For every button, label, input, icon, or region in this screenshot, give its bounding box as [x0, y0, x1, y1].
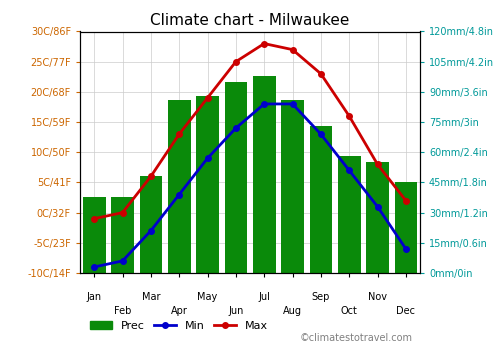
Max — [290, 48, 296, 52]
Bar — [338, 156, 360, 273]
Min — [148, 229, 154, 233]
Min — [176, 193, 182, 197]
Max — [204, 96, 210, 100]
Text: Sep: Sep — [312, 293, 330, 302]
Text: Jun: Jun — [228, 306, 244, 316]
Title: Climate chart - Milwaukee: Climate chart - Milwaukee — [150, 13, 350, 28]
Max — [374, 162, 380, 166]
Text: ©climatestotravel.com: ©climatestotravel.com — [300, 333, 413, 343]
Min — [346, 168, 352, 173]
Text: Aug: Aug — [283, 306, 302, 316]
Max — [91, 217, 97, 221]
Text: Nov: Nov — [368, 293, 387, 302]
Bar — [394, 182, 417, 273]
Text: May: May — [198, 293, 218, 302]
Text: Oct: Oct — [340, 306, 357, 316]
Min — [120, 259, 126, 263]
Bar — [224, 82, 247, 273]
Min — [91, 265, 97, 269]
Bar — [140, 176, 162, 273]
Max — [176, 132, 182, 136]
Min — [290, 102, 296, 106]
Min — [374, 204, 380, 209]
Text: Apr: Apr — [170, 306, 188, 316]
Max — [318, 72, 324, 76]
Min — [261, 102, 267, 106]
Min — [318, 132, 324, 136]
Text: Dec: Dec — [396, 306, 415, 316]
Min — [204, 156, 210, 160]
Min — [233, 126, 239, 130]
Text: Feb: Feb — [114, 306, 131, 316]
Bar — [253, 76, 276, 273]
Legend: Prec, Min, Max: Prec, Min, Max — [86, 316, 272, 335]
Bar — [83, 196, 106, 273]
Line: Max: Max — [92, 41, 408, 222]
Text: Jul: Jul — [258, 293, 270, 302]
Bar — [196, 96, 219, 273]
Bar — [168, 100, 190, 273]
Text: Mar: Mar — [142, 293, 160, 302]
Max — [403, 198, 409, 203]
Max — [261, 41, 267, 46]
Max — [233, 60, 239, 64]
Max — [120, 210, 126, 215]
Max — [346, 114, 352, 118]
Text: Jan: Jan — [86, 293, 102, 302]
Bar — [111, 196, 134, 273]
Bar — [366, 162, 389, 273]
Bar — [310, 126, 332, 273]
Bar — [281, 100, 304, 273]
Min — [403, 247, 409, 251]
Max — [148, 174, 154, 179]
Line: Min: Min — [92, 101, 408, 270]
